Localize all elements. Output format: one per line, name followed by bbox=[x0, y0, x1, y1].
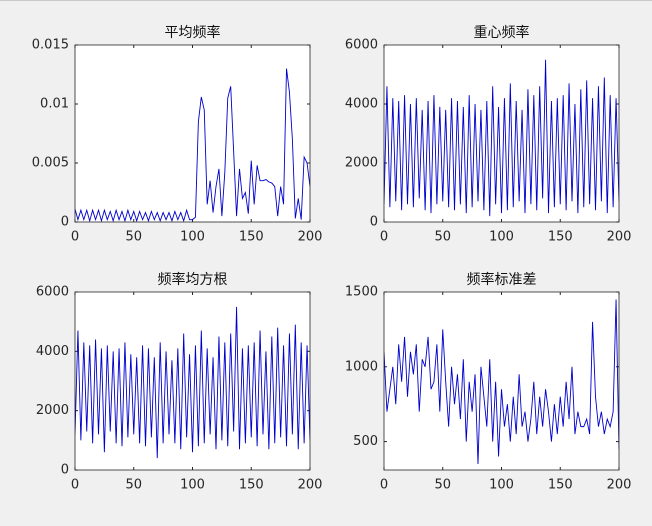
y-tick-label: 1000 bbox=[345, 359, 378, 374]
y-tick-label: 0 bbox=[61, 215, 69, 230]
data-line bbox=[75, 306, 310, 459]
x-tick-label: 0 bbox=[380, 478, 388, 493]
y-tick-label: 500 bbox=[353, 434, 378, 449]
y-tick-label: 0.015 bbox=[32, 38, 69, 53]
y-tick-label: 2000 bbox=[36, 403, 69, 418]
x-tick-label: 100 bbox=[489, 230, 514, 245]
x-tick-label: 150 bbox=[548, 230, 573, 245]
y-tick-label: 0 bbox=[370, 215, 378, 230]
axes-box bbox=[74, 44, 311, 223]
x-tick-label: 100 bbox=[180, 478, 205, 493]
x-tick-label: 50 bbox=[125, 478, 142, 493]
data-line bbox=[384, 299, 619, 465]
y-tick-label: 6000 bbox=[36, 285, 69, 300]
x-tick-label: 150 bbox=[548, 478, 573, 493]
subplot: 频率标准差 0 50 100 150 200 500 1000 1500 bbox=[345, 271, 632, 493]
subplot: 平均频率 0 50 100 150 200 0 0.005 0.01 0.015 bbox=[32, 24, 323, 245]
x-tick-label: 0 bbox=[380, 230, 388, 245]
y-tick-label: 6000 bbox=[345, 38, 378, 53]
plot-area bbox=[75, 45, 310, 222]
chart-title: 频率均方根 bbox=[158, 271, 228, 288]
y-tick-label: 2000 bbox=[345, 156, 378, 171]
chart-title: 频率标准差 bbox=[467, 271, 537, 288]
x-tick-label: 200 bbox=[607, 478, 632, 493]
x-tick-label: 0 bbox=[71, 230, 79, 245]
x-tick-label: 100 bbox=[489, 478, 514, 493]
x-tick-label: 200 bbox=[298, 478, 323, 493]
x-tick-label: 100 bbox=[180, 230, 205, 245]
chart-title: 重心频率 bbox=[474, 24, 530, 41]
data-line bbox=[384, 59, 619, 217]
y-tick-label: 0 bbox=[61, 463, 69, 478]
y-tick-label: 1500 bbox=[345, 285, 378, 300]
x-tick-label: 200 bbox=[607, 230, 632, 245]
y-tick-label: 0.01 bbox=[40, 97, 69, 112]
x-tick-label: 200 bbox=[298, 230, 323, 245]
x-tick-label: 50 bbox=[125, 230, 142, 245]
y-tick-label: 0.005 bbox=[32, 156, 69, 171]
x-tick-label: 0 bbox=[71, 478, 79, 493]
axes-box bbox=[383, 291, 620, 471]
data-line bbox=[75, 68, 310, 222]
y-tick-label: 4000 bbox=[345, 97, 378, 112]
x-tick-label: 150 bbox=[239, 478, 264, 493]
y-tick-label: 4000 bbox=[36, 344, 69, 359]
axes-box bbox=[383, 44, 620, 223]
x-tick-label: 150 bbox=[239, 230, 264, 245]
plot-area bbox=[384, 292, 619, 470]
axes-box bbox=[74, 291, 311, 471]
x-tick-label: 50 bbox=[434, 478, 451, 493]
chart-title: 平均频率 bbox=[165, 24, 221, 41]
x-tick-label: 50 bbox=[434, 230, 451, 245]
